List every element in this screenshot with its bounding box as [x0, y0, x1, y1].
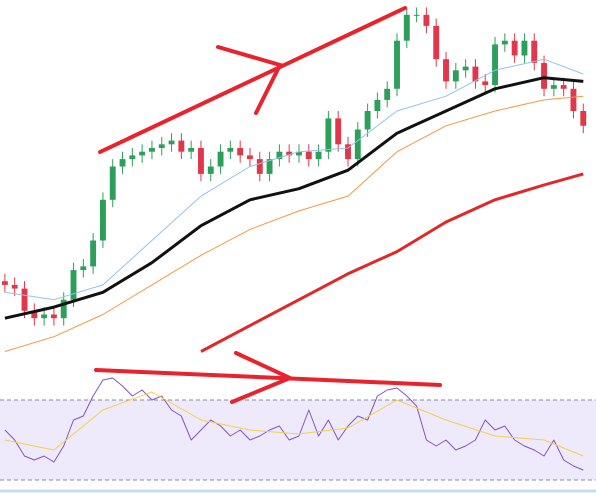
candle-body: [511, 40, 518, 56]
candle-body: [21, 288, 28, 311]
candle-body: [531, 40, 538, 63]
candle-body: [354, 129, 361, 160]
candle-body: [207, 166, 214, 174]
price-pane: [1, 7, 587, 353]
candle-body: [325, 118, 332, 152]
candle-body: [364, 111, 371, 130]
candle-body: [541, 62, 547, 89]
candle-body: [70, 270, 77, 300]
candle-body: [158, 144, 165, 148]
line-series: [4, 95, 584, 352]
candle-body: [129, 155, 136, 160]
candle-body: [521, 40, 528, 56]
line-series: [4, 58, 584, 301]
candle-body: [168, 140, 175, 145]
candle-body: [462, 66, 469, 71]
candle-body: [149, 148, 155, 152]
candle-body: [60, 299, 67, 319]
candle-body: [452, 70, 459, 82]
line-series: [4, 76, 584, 320]
rsi-band: [0, 400, 596, 480]
candle-body: [1, 281, 8, 285]
candle-body: [492, 44, 498, 86]
trend-arrow: [98, 6, 407, 154]
candle-body: [501, 40, 508, 45]
candle-body: [237, 148, 244, 156]
candle-body: [50, 314, 57, 319]
candle-body: [413, 14, 420, 16]
candle-body: [433, 25, 440, 60]
candle-body: [178, 140, 185, 152]
candle-body: [227, 148, 234, 152]
candle-body: [560, 85, 567, 89]
candle-body: [403, 14, 410, 41]
candle-body: [247, 155, 253, 160]
candle-body: [139, 151, 146, 156]
divergence-arrow: [94, 351, 442, 404]
candle-body: [423, 14, 430, 26]
candle-body: [394, 40, 400, 89]
candle-body: [570, 88, 577, 111]
candle-body: [276, 151, 283, 160]
rsi-pane: [0, 377, 596, 481]
candle-body: [109, 166, 116, 200]
candle-body: [472, 66, 479, 82]
line-series: [4, 391, 584, 457]
candle-body: [188, 148, 195, 152]
candle-body: [119, 159, 126, 167]
candle-body: [482, 81, 489, 86]
candle-body: [80, 266, 87, 271]
candle-body: [99, 199, 106, 241]
candle-body: [217, 151, 224, 167]
candle-body: [256, 159, 263, 174]
candle-body: [335, 118, 342, 145]
candle-body: [90, 240, 97, 267]
candle-body: [374, 99, 381, 111]
candle-body: [580, 111, 587, 126]
candle-body: [41, 314, 48, 319]
line-series: [200, 172, 584, 353]
candle-body: [384, 88, 391, 100]
candle-body: [296, 151, 302, 156]
line-series: [4, 377, 584, 471]
candle-body: [443, 59, 449, 82]
candle-body: [31, 310, 38, 319]
candle-body: [315, 151, 322, 160]
candle-body: [345, 144, 351, 160]
candle-body: [305, 151, 312, 160]
candle-body: [286, 151, 293, 156]
candle-body: [198, 148, 204, 174]
candle-body: [266, 159, 273, 174]
candle-body: [11, 284, 18, 289]
candle-body: [550, 85, 557, 89]
